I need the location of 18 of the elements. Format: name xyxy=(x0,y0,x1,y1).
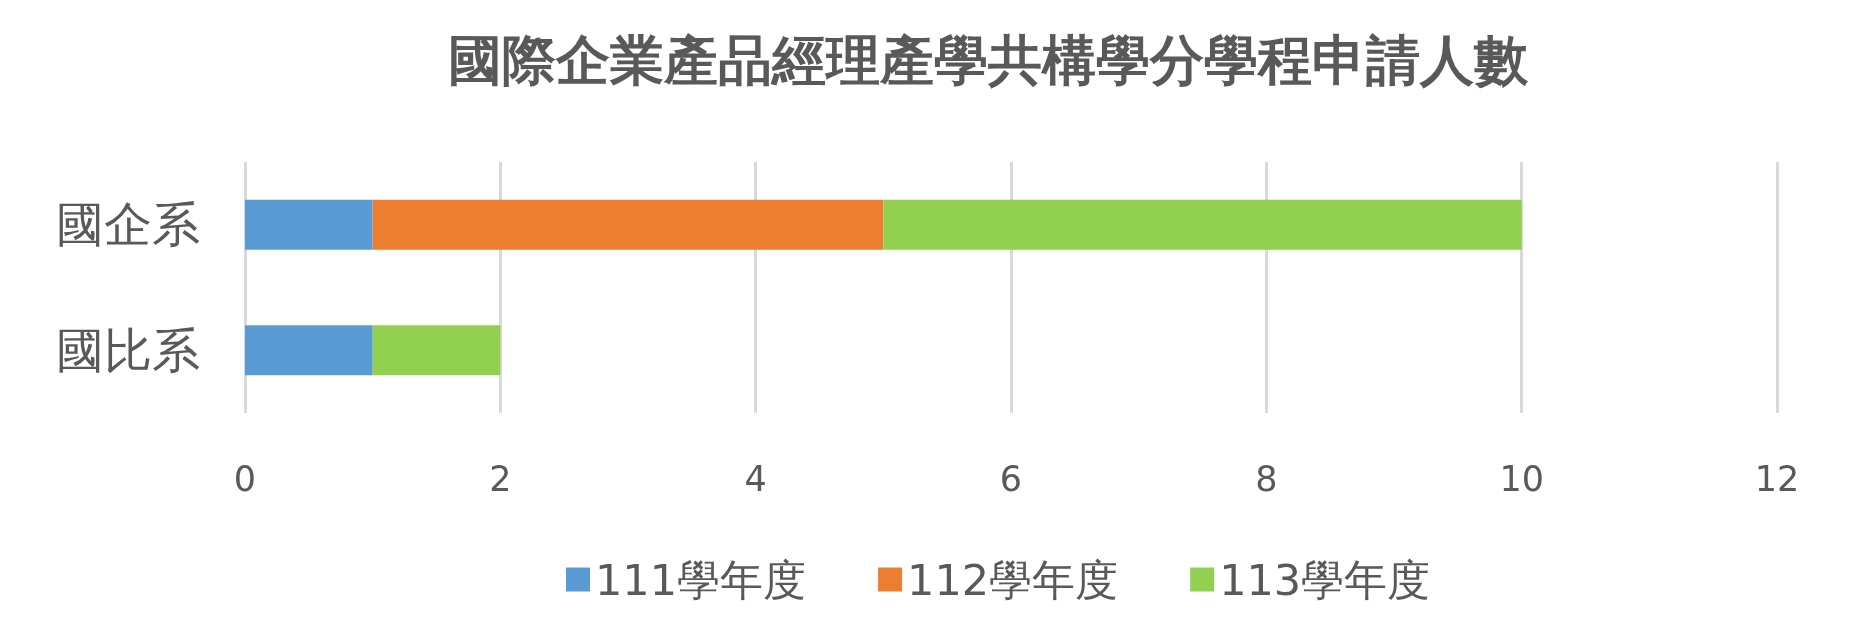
x-tick-label: 6 xyxy=(999,458,1023,499)
x-tick-label: 0 xyxy=(233,458,257,499)
x-tick-label: 8 xyxy=(1255,458,1278,499)
bar xyxy=(372,199,884,250)
legend-label: 111學年度 xyxy=(595,554,807,605)
bar xyxy=(245,199,373,250)
x-tick-label: 2 xyxy=(489,458,512,499)
y-tick-label: 國比系 xyxy=(56,323,200,377)
x-tick-label: 4 xyxy=(744,458,767,499)
bar xyxy=(883,199,1522,250)
bar xyxy=(245,325,373,376)
chart-title: 國際企業產品經理產學共構學分學程申請人數 xyxy=(448,28,1529,92)
bar xyxy=(372,325,501,376)
x-tick-label: 12 xyxy=(1754,458,1800,499)
y-tick-label: 國企系 xyxy=(56,198,200,252)
legend-label: 113學年度 xyxy=(1219,554,1431,605)
legend-label: 112學年度 xyxy=(907,554,1119,605)
x-tick-label: 10 xyxy=(1499,458,1544,499)
